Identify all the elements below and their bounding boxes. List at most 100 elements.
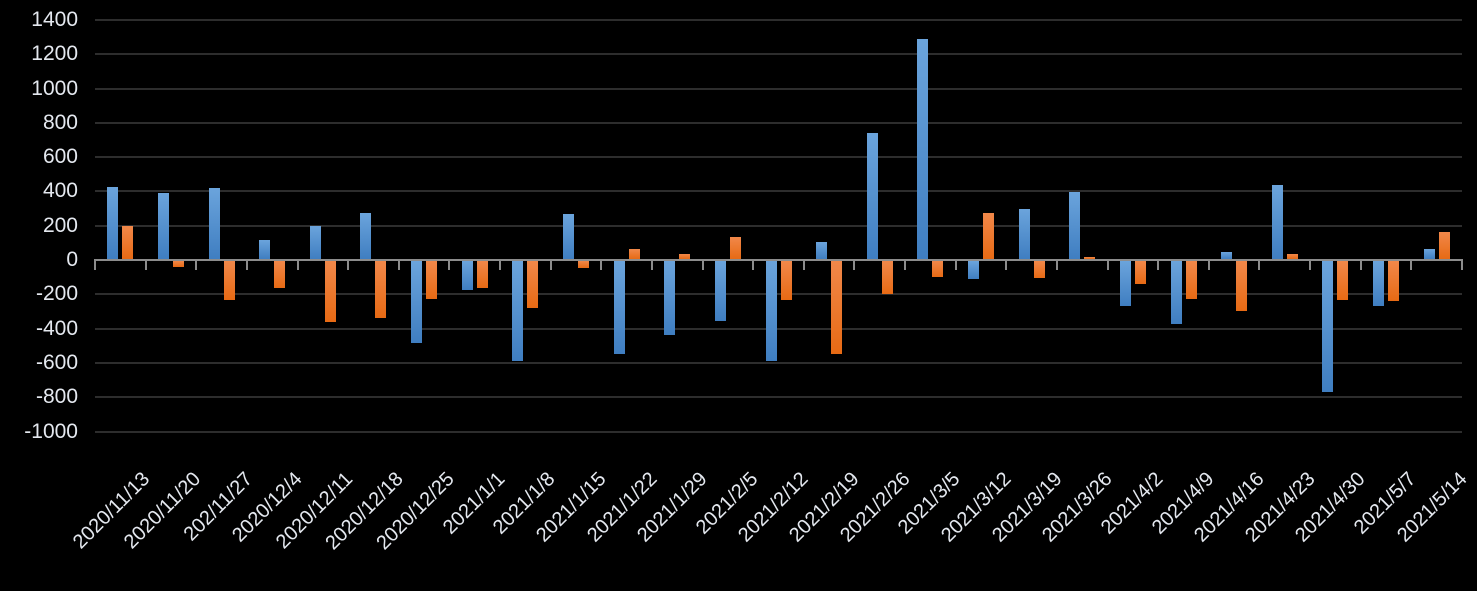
x-axis-tick [1258, 261, 1260, 270]
x-axis-tick [347, 261, 349, 270]
bar-series2 [730, 237, 741, 259]
bar-series1 [715, 261, 726, 321]
bar-series1 [867, 133, 878, 259]
bar-series1 [766, 261, 777, 361]
bar-series2 [882, 261, 893, 294]
bar-series1 [512, 261, 523, 361]
x-axis-tick [1461, 261, 1463, 270]
y-axis-tick-label: 800 [42, 110, 78, 134]
bar-series1 [614, 261, 625, 354]
x-axis-tick [448, 261, 450, 270]
bar-series1 [1120, 261, 1131, 306]
gridline [95, 396, 1462, 399]
bar-series1 [411, 261, 422, 343]
x-axis-tick [297, 261, 299, 270]
bar-series1 [1322, 261, 1333, 392]
x-axis-tick [600, 261, 602, 270]
bar-series2 [173, 261, 184, 267]
bar-series1 [310, 226, 321, 259]
bar-series1 [968, 261, 979, 279]
bar-series1 [1069, 192, 1080, 259]
bar-series1 [158, 193, 169, 259]
x-axis-tick [651, 261, 653, 270]
gridline [95, 293, 1462, 296]
bar-series2 [983, 213, 994, 259]
bar-series2 [1135, 261, 1146, 284]
bar-series1 [816, 242, 827, 259]
x-axis-tick [195, 261, 197, 270]
x-axis-tick [145, 261, 147, 270]
x-axis-tick [1208, 261, 1210, 270]
y-axis-tick-label: 400 [42, 179, 78, 203]
bar-series2 [274, 261, 285, 288]
bar-series2 [629, 249, 640, 259]
x-axis-tick [803, 261, 805, 270]
bar-series1 [107, 187, 118, 259]
y-axis-tick-label: 1200 [31, 42, 78, 66]
y-axis-tick-label: -400 [35, 316, 78, 340]
bar-series1 [1373, 261, 1384, 306]
bar-series2 [679, 254, 690, 259]
bar-series1 [664, 261, 675, 335]
x-axis-tick [853, 261, 855, 270]
x-axis-tick [1107, 261, 1109, 270]
gridline [95, 121, 1462, 124]
gridline [95, 224, 1462, 227]
bar-series2 [1034, 261, 1045, 278]
bar-series1 [1272, 185, 1283, 259]
bar-series2 [527, 261, 538, 308]
x-axis-tick [1410, 261, 1412, 270]
y-axis-tick-label: -1000 [24, 419, 78, 443]
gridline [95, 361, 1462, 364]
gridline [95, 327, 1462, 330]
bar-series2 [375, 261, 386, 318]
bar-series2 [1186, 261, 1197, 299]
bar-series1 [259, 240, 270, 259]
bar-series2 [1236, 261, 1247, 311]
bar-series2 [578, 261, 589, 268]
bar-series2 [1287, 254, 1298, 259]
bar-series2 [781, 261, 792, 300]
gridline [95, 53, 1462, 56]
gridline [95, 156, 1462, 159]
bar-series1 [917, 39, 928, 259]
bar-series2 [122, 226, 133, 259]
bar-series1 [360, 213, 371, 259]
bar-series1 [1019, 209, 1030, 259]
x-axis-tick [1005, 261, 1007, 270]
gridline [95, 87, 1462, 90]
bar-series2 [426, 261, 437, 299]
x-axis-tick [550, 261, 552, 270]
bar-series1 [563, 214, 574, 259]
x-axis-tick [246, 261, 248, 270]
bar-series2 [224, 261, 235, 300]
bar-series1 [209, 188, 220, 259]
bar-series2 [477, 261, 488, 288]
x-axis-tick [1056, 261, 1058, 270]
gridline [95, 18, 1462, 21]
bar-series1 [462, 261, 473, 290]
x-axis-tick [904, 261, 906, 270]
y-axis-tick-label: -800 [35, 385, 78, 409]
bar-series1 [1171, 261, 1182, 324]
bar-series2 [325, 261, 336, 322]
y-axis-tick-label: 0 [66, 248, 78, 271]
y-axis-tick-label: 1400 [31, 7, 78, 31]
bar-series1 [1424, 249, 1435, 259]
bar-series2 [1388, 261, 1399, 301]
x-axis-tick [752, 261, 754, 270]
x-axis-tick [955, 261, 957, 270]
gridline [95, 190, 1462, 193]
y-axis-tick-label: 600 [42, 145, 78, 169]
x-axis-tick [1157, 261, 1159, 270]
x-axis-tick [499, 261, 501, 270]
bar-series1 [1221, 252, 1232, 259]
y-axis-tick-label: 1000 [31, 76, 78, 100]
bar-series2 [831, 261, 842, 354]
x-axis-tick [1360, 261, 1362, 270]
y-axis-tick-label: -200 [35, 282, 78, 306]
x-axis-tick [398, 261, 400, 270]
bar-series2 [932, 261, 943, 277]
x-axis-tick [94, 261, 96, 270]
